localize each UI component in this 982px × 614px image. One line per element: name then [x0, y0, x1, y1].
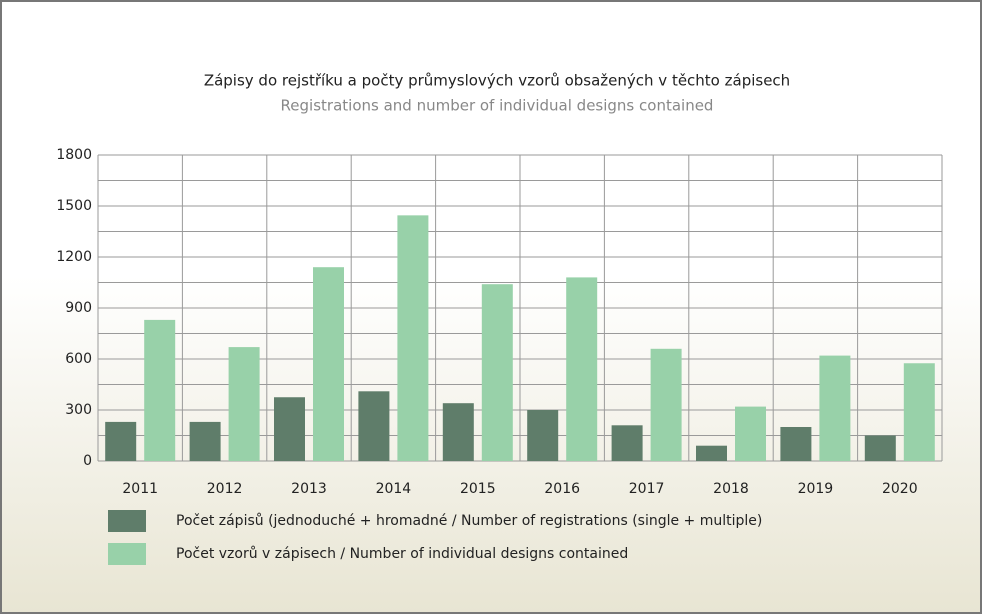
bar: [189, 421, 221, 461]
y-tick-label: 0: [83, 453, 92, 469]
bar: [481, 284, 513, 461]
legend-swatch: [108, 543, 146, 565]
x-tick-label: 2020: [882, 481, 918, 497]
x-tick-label: 2017: [629, 481, 665, 497]
bar: [566, 277, 598, 461]
x-tick-label: 2015: [460, 481, 496, 497]
bar: [144, 319, 176, 461]
x-tick-label: 2018: [713, 481, 749, 497]
bar: [105, 421, 137, 461]
y-tick-label: 300: [65, 402, 92, 418]
x-tick-label: 2019: [798, 481, 834, 497]
x-tick-label: 2016: [544, 481, 580, 497]
bar: [903, 363, 935, 461]
bar: [735, 406, 766, 461]
bar: [228, 347, 260, 461]
y-tick-label: 1500: [56, 198, 92, 214]
bar: [397, 215, 429, 461]
bar: [650, 348, 682, 461]
bar: [611, 425, 643, 461]
legend-label: Počet vzorů v zápisech / Number of indiv…: [176, 546, 628, 562]
chart-title: Zápisy do rejstříku a počty průmyslových…: [204, 72, 790, 90]
chart-subtitle: Registrations and number of individual d…: [281, 97, 714, 115]
x-tick-label: 2014: [376, 481, 412, 497]
bar: [358, 391, 390, 461]
legend-swatch: [108, 510, 146, 532]
bar: [780, 427, 812, 461]
bar: [864, 435, 896, 461]
y-tick-label: 600: [65, 351, 92, 367]
legend-label: Počet zápisů (jednoduché + hromadné / Nu…: [176, 513, 762, 529]
bar: [442, 403, 474, 461]
bar: [696, 445, 727, 461]
y-tick-label: 1200: [56, 249, 92, 265]
x-tick-label: 2013: [291, 481, 327, 497]
x-tick-label: 2011: [122, 481, 158, 497]
bar: [527, 410, 559, 461]
x-tick-label: 2012: [207, 481, 243, 497]
bar: [313, 267, 344, 461]
y-tick-label: 900: [65, 300, 92, 316]
bar: [274, 397, 305, 461]
bar: [819, 355, 851, 461]
y-tick-label: 1800: [56, 147, 92, 163]
